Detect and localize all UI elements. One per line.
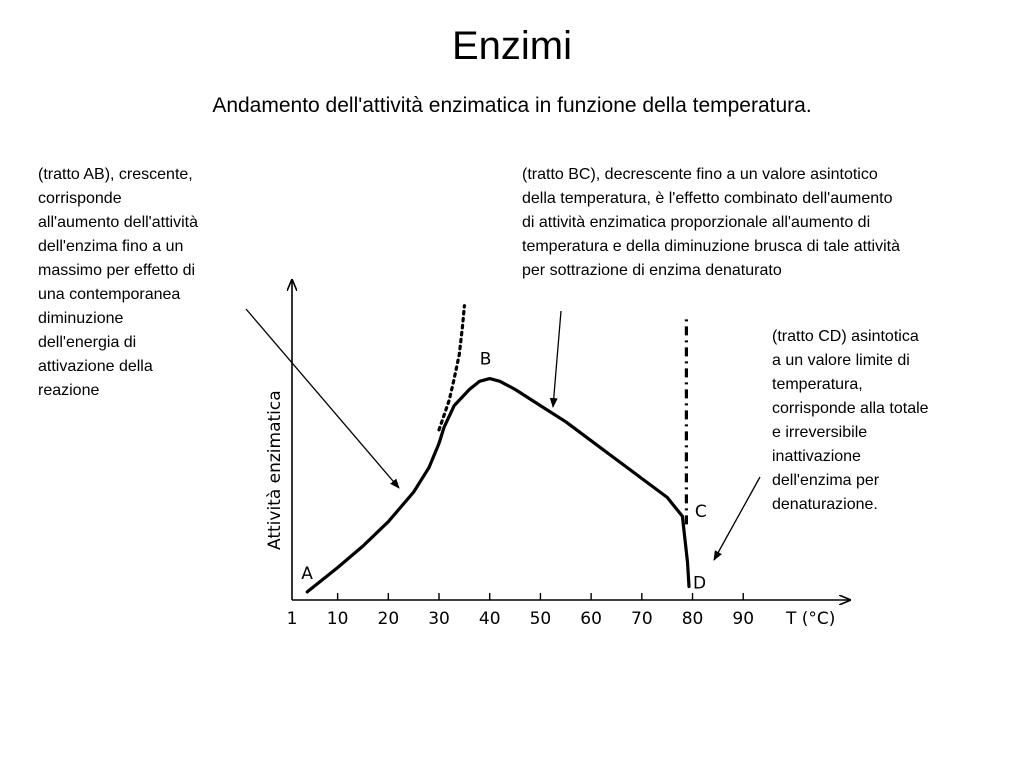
series-line-solid xyxy=(305,377,691,594)
x-tick-label: 90 xyxy=(732,609,754,629)
note-tratto-cd: (tratto CD) asintotica a un valore limit… xyxy=(772,328,929,513)
x-ticks: 1 10 20 30 40 50 60 70 80 90 xyxy=(287,593,754,629)
point-labels: A B C D xyxy=(301,350,707,594)
x-tick-label: 40 xyxy=(479,609,501,629)
arrow-note-cd xyxy=(713,476,761,561)
arrow-note-ab xyxy=(245,308,400,489)
point-label-c: C xyxy=(695,502,707,522)
x-tick-label: 30 xyxy=(428,609,450,629)
x-tick-label: 50 xyxy=(530,609,552,629)
x-tick-label: 1 xyxy=(287,609,298,629)
series-layer xyxy=(305,304,691,594)
note-tratto-ab: (tratto AB), crescente, corrisponde all'… xyxy=(38,166,198,399)
x-axis-label: T (°C) xyxy=(785,609,835,629)
x-tick-label: 80 xyxy=(682,609,704,629)
point-label-d: D xyxy=(693,574,706,594)
x-tick-label: 60 xyxy=(580,609,602,629)
series-line-dotted xyxy=(437,304,466,432)
arrow-note-bc xyxy=(549,310,562,408)
y-axis-label: Attività enzimatica xyxy=(265,390,285,550)
note-tratto-bc: (tratto BC), decrescente fino a un valor… xyxy=(522,166,900,279)
x-tick-label: 70 xyxy=(631,609,653,629)
x-tick-label: 20 xyxy=(378,609,400,629)
point-label-a: A xyxy=(301,564,313,584)
point-label-b: B xyxy=(480,350,492,370)
slide-title: Enzimi xyxy=(451,24,573,68)
slide-subtitle: Andamento dell'attività enzimatica in fu… xyxy=(212,94,812,117)
x-tick-label: 10 xyxy=(327,609,349,629)
